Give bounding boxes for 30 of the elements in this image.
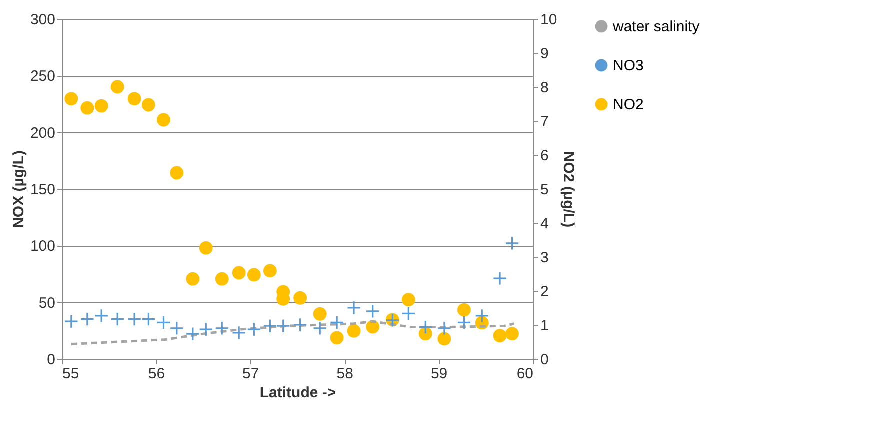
y2-tick-label: 7 (540, 114, 549, 130)
y-tick-label: 300 (30, 12, 56, 28)
y2-tick-label: 1 (540, 318, 549, 334)
y-tick-label: 100 (30, 238, 56, 256)
x-tick-label: 60 (516, 366, 534, 382)
x-tick-label: 59 (430, 366, 448, 382)
x-axis-title: Latitude -> (260, 384, 336, 402)
y2-tick-label: 4 (540, 216, 549, 232)
y-tick-label: 250 (30, 68, 56, 86)
x-tick-label: 57 (242, 366, 260, 382)
x-tick-label: 55 (62, 366, 80, 382)
y-tick-label: 200 (30, 124, 56, 142)
legend-label: water salinity (612, 18, 700, 36)
legend-label: NO3 (613, 58, 644, 74)
y2-tick-label: 5 (540, 182, 549, 198)
y-axis-title: NOX (µg/L) (10, 150, 28, 228)
y2-axis-title: NO2 (µg/L) (560, 151, 578, 228)
x-tick-label: 58 (336, 366, 354, 382)
y2-tick-label: 2 (540, 284, 549, 300)
y2-tick-label: 9 (540, 46, 549, 62)
y-tick-label: 0 (47, 352, 56, 368)
y-tick-label: 50 (38, 294, 56, 312)
y2-tick-label: 8 (540, 80, 549, 96)
y2-tick-label: 0 (540, 352, 549, 368)
y-tick-label: 150 (30, 182, 56, 198)
y2-tick-label: 10 (540, 12, 558, 28)
y2-tick-label: 3 (540, 250, 549, 266)
legend-label: NO2 (613, 96, 644, 114)
y2-tick-label: 6 (540, 148, 549, 164)
x-tick-label: 56 (148, 366, 166, 382)
